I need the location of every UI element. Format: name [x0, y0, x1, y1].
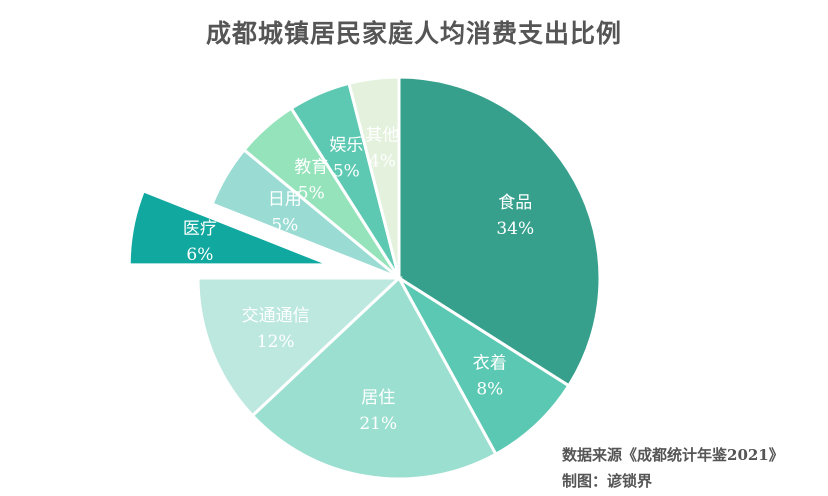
slice-value-label: 5% [271, 215, 298, 235]
slice-value-label: 6% [186, 245, 213, 265]
source-note: 数据来源《成都统计年鉴2021》 制图：谚锁界 [562, 442, 784, 494]
slice-name-label: 居住 [361, 388, 395, 408]
slice-name-label: 食品 [498, 193, 532, 213]
pie-slice-2 [250, 275, 498, 481]
slice-value-label: 21% [359, 414, 397, 434]
slice-name-label: 娱乐 [329, 135, 363, 155]
source-text: 数据来源《成都统计年鉴2021》 [562, 446, 784, 464]
slice-name-label: 交通通信 [242, 306, 310, 326]
author-text: 制图：谚锁界 [562, 472, 653, 490]
slice-name-label: 衣着 [473, 354, 507, 374]
pie-slice-4 [127, 188, 331, 267]
slice-value-label: 8% [476, 380, 503, 400]
pie-slice-3 [196, 276, 403, 418]
slice-value-label: 12% [257, 332, 295, 352]
pie-slice-1 [397, 276, 571, 457]
slice-name-label: 其他 [365, 125, 399, 145]
slice-value-label: 5% [333, 161, 360, 181]
slice-name-label: 医疗 [183, 219, 217, 239]
slice-value-label: 4% [369, 151, 396, 171]
pie-slice-8 [347, 75, 401, 279]
slice-name-label: 日用 [268, 189, 302, 209]
slice-name-label: 教育 [294, 157, 328, 177]
slice-value-label: 34% [496, 219, 534, 239]
slice-value-label: 5% [298, 183, 325, 203]
chart-title: 成都城镇居民家庭人均消费支出比例 [205, 19, 622, 48]
